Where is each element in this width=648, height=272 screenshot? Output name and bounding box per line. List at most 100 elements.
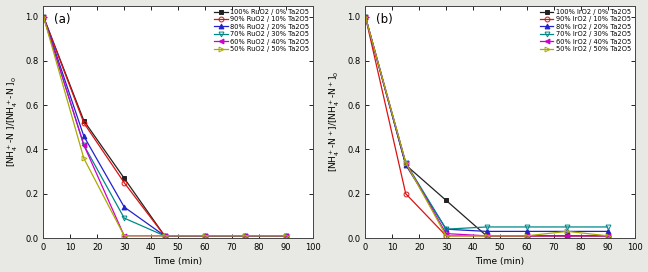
50% IrO2 / 50% Ta2O5 xyxy=(362,15,369,18)
100% IrO2 / 0% Ta2O5 xyxy=(362,15,369,18)
60% RuO2 / 40% Ta2O5 xyxy=(161,234,168,237)
80% IrO2 / 20% Ta2O5 xyxy=(523,230,531,233)
70% RuO2 / 30% Ta2O5 xyxy=(121,217,128,220)
80% RuO2 / 20% Ta2O5 xyxy=(282,234,290,237)
50% IrO2 / 50% Ta2O5 xyxy=(483,234,491,237)
Line: 100% IrO2 / 0% Ta2O5: 100% IrO2 / 0% Ta2O5 xyxy=(363,14,610,238)
90% IrO2 / 10% Ta2O5 xyxy=(604,234,612,237)
60% RuO2 / 40% Ta2O5 xyxy=(40,15,47,18)
100% IrO2 / 0% Ta2O5 xyxy=(523,234,531,237)
X-axis label: Time (min): Time (min) xyxy=(476,257,524,267)
100% IrO2 / 0% Ta2O5 xyxy=(604,234,612,237)
70% RuO2 / 30% Ta2O5 xyxy=(282,234,290,237)
Y-axis label: [NH$_4^+$-N$^+$]/[NH$_4^+$-N$^+$]$_0$: [NH$_4^+$-N$^+$]/[NH$_4^+$-N$^+$]$_0$ xyxy=(327,71,341,172)
90% RuO2 / 10% Ta2O5 xyxy=(242,234,249,237)
Line: 80% IrO2 / 20% Ta2O5: 80% IrO2 / 20% Ta2O5 xyxy=(363,14,610,234)
100% RuO2 / 0% Ta2O5 xyxy=(201,234,209,237)
70% RuO2 / 30% Ta2O5 xyxy=(80,143,87,147)
100% RuO2 / 0% Ta2O5 xyxy=(121,177,128,180)
Line: 90% IrO2 / 10% Ta2O5: 90% IrO2 / 10% Ta2O5 xyxy=(363,14,610,238)
90% IrO2 / 10% Ta2O5 xyxy=(442,234,450,237)
50% IrO2 / 50% Ta2O5 xyxy=(442,234,450,237)
50% IrO2 / 50% Ta2O5 xyxy=(604,234,612,237)
Legend: 100% RuO2 / 0% Ta2O5, 90% RuO2 / 10% Ta2O5, 80% RuO2 / 20% Ta2O5, 70% RuO2 / 30%: 100% RuO2 / 0% Ta2O5, 90% RuO2 / 10% Ta2… xyxy=(213,8,310,54)
60% IrO2 / 40% Ta2O5 xyxy=(604,234,612,237)
50% RuO2 / 50% Ta2O5 xyxy=(201,234,209,237)
100% IrO2 / 0% Ta2O5 xyxy=(563,234,571,237)
50% RuO2 / 50% Ta2O5 xyxy=(121,234,128,237)
60% RuO2 / 40% Ta2O5 xyxy=(201,234,209,237)
50% IrO2 / 50% Ta2O5 xyxy=(563,230,571,233)
Line: 60% IrO2 / 40% Ta2O5: 60% IrO2 / 40% Ta2O5 xyxy=(363,14,610,238)
90% RuO2 / 10% Ta2O5 xyxy=(282,234,290,237)
70% IrO2 / 30% Ta2O5 xyxy=(563,225,571,228)
100% IrO2 / 0% Ta2O5 xyxy=(483,234,491,237)
90% IrO2 / 10% Ta2O5 xyxy=(563,234,571,237)
70% IrO2 / 30% Ta2O5 xyxy=(362,15,369,18)
90% RuO2 / 10% Ta2O5 xyxy=(201,234,209,237)
90% IrO2 / 10% Ta2O5 xyxy=(483,234,491,237)
80% RuO2 / 20% Ta2O5 xyxy=(40,15,47,18)
80% RuO2 / 20% Ta2O5 xyxy=(161,234,168,237)
60% RuO2 / 40% Ta2O5 xyxy=(242,234,249,237)
50% RuO2 / 50% Ta2O5 xyxy=(242,234,249,237)
100% RuO2 / 0% Ta2O5 xyxy=(80,119,87,122)
Text: (a): (a) xyxy=(54,13,71,26)
80% IrO2 / 20% Ta2O5 xyxy=(402,163,410,166)
80% RuO2 / 20% Ta2O5 xyxy=(80,135,87,138)
Line: 50% RuO2 / 50% Ta2O5: 50% RuO2 / 50% Ta2O5 xyxy=(41,14,288,238)
70% IrO2 / 30% Ta2O5 xyxy=(604,225,612,228)
60% RuO2 / 40% Ta2O5 xyxy=(282,234,290,237)
Line: 90% RuO2 / 10% Ta2O5: 90% RuO2 / 10% Ta2O5 xyxy=(41,14,288,238)
80% RuO2 / 20% Ta2O5 xyxy=(121,205,128,209)
Line: 80% RuO2 / 20% Ta2O5: 80% RuO2 / 20% Ta2O5 xyxy=(41,14,288,238)
60% IrO2 / 40% Ta2O5 xyxy=(483,234,491,237)
70% RuO2 / 30% Ta2O5 xyxy=(201,234,209,237)
80% RuO2 / 20% Ta2O5 xyxy=(242,234,249,237)
80% IrO2 / 20% Ta2O5 xyxy=(442,228,450,231)
70% IrO2 / 30% Ta2O5 xyxy=(483,225,491,228)
90% RuO2 / 10% Ta2O5 xyxy=(161,234,168,237)
80% RuO2 / 20% Ta2O5 xyxy=(201,234,209,237)
90% IrO2 / 10% Ta2O5 xyxy=(402,192,410,195)
Line: 60% RuO2 / 40% Ta2O5: 60% RuO2 / 40% Ta2O5 xyxy=(41,14,288,238)
100% IrO2 / 0% Ta2O5 xyxy=(402,163,410,166)
Line: 70% IrO2 / 30% Ta2O5: 70% IrO2 / 30% Ta2O5 xyxy=(363,14,610,231)
90% RuO2 / 10% Ta2O5 xyxy=(121,181,128,184)
60% IrO2 / 40% Ta2O5 xyxy=(523,234,531,237)
50% RuO2 / 50% Ta2O5 xyxy=(282,234,290,237)
100% RuO2 / 0% Ta2O5 xyxy=(40,15,47,18)
100% RuO2 / 0% Ta2O5 xyxy=(242,234,249,237)
70% IrO2 / 30% Ta2O5 xyxy=(523,225,531,228)
60% IrO2 / 40% Ta2O5 xyxy=(442,232,450,235)
80% IrO2 / 20% Ta2O5 xyxy=(362,15,369,18)
50% IrO2 / 50% Ta2O5 xyxy=(402,161,410,164)
80% IrO2 / 20% Ta2O5 xyxy=(563,230,571,233)
50% RuO2 / 50% Ta2O5 xyxy=(40,15,47,18)
90% IrO2 / 10% Ta2O5 xyxy=(523,234,531,237)
80% IrO2 / 20% Ta2O5 xyxy=(604,230,612,233)
80% IrO2 / 20% Ta2O5 xyxy=(483,230,491,233)
50% IrO2 / 50% Ta2O5 xyxy=(523,234,531,237)
100% RuO2 / 0% Ta2O5 xyxy=(161,234,168,237)
Line: 70% RuO2 / 30% Ta2O5: 70% RuO2 / 30% Ta2O5 xyxy=(41,14,288,238)
Text: (b): (b) xyxy=(376,13,393,26)
50% RuO2 / 50% Ta2O5 xyxy=(161,234,168,237)
Legend: 100% IrO2 / 0% Ta2O5, 90% IrO2 / 10% Ta2O5, 80% IrO2 / 20% Ta2O5, 70% IrO2 / 30%: 100% IrO2 / 0% Ta2O5, 90% IrO2 / 10% Ta2… xyxy=(538,8,632,54)
Y-axis label: [NH$_4^+$-N ]/[NH$_4^+$-N ]$_0$: [NH$_4^+$-N ]/[NH$_4^+$-N ]$_0$ xyxy=(6,76,20,167)
70% IrO2 / 30% Ta2O5 xyxy=(402,161,410,164)
60% RuO2 / 40% Ta2O5 xyxy=(80,143,87,147)
90% IrO2 / 10% Ta2O5 xyxy=(362,15,369,18)
70% IrO2 / 30% Ta2O5 xyxy=(442,228,450,231)
60% RuO2 / 40% Ta2O5 xyxy=(121,234,128,237)
X-axis label: Time (min): Time (min) xyxy=(154,257,203,267)
Line: 50% IrO2 / 50% Ta2O5: 50% IrO2 / 50% Ta2O5 xyxy=(363,14,610,238)
60% IrO2 / 40% Ta2O5 xyxy=(402,161,410,164)
70% RuO2 / 30% Ta2O5 xyxy=(40,15,47,18)
60% IrO2 / 40% Ta2O5 xyxy=(362,15,369,18)
90% RuO2 / 10% Ta2O5 xyxy=(40,15,47,18)
Line: 100% RuO2 / 0% Ta2O5: 100% RuO2 / 0% Ta2O5 xyxy=(41,14,288,238)
70% RuO2 / 30% Ta2O5 xyxy=(161,234,168,237)
60% IrO2 / 40% Ta2O5 xyxy=(563,234,571,237)
70% RuO2 / 30% Ta2O5 xyxy=(242,234,249,237)
